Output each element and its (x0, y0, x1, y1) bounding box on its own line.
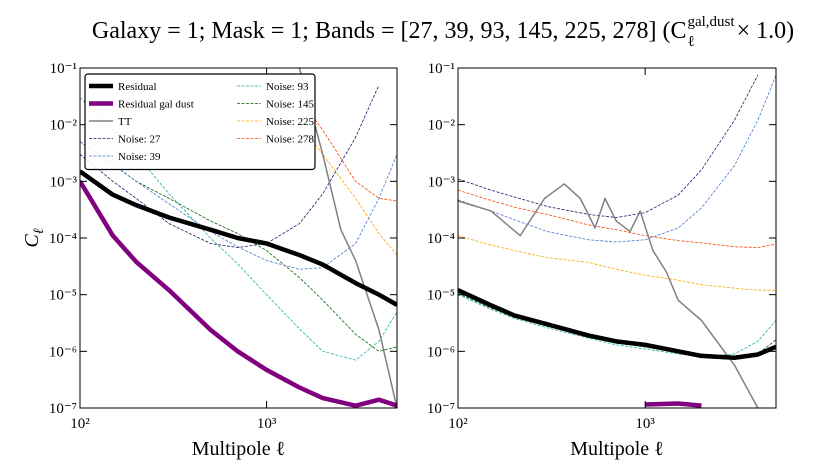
legend-label: Noise: 27 (118, 134, 161, 146)
y-tick-label: 10⁻² (428, 118, 456, 134)
y-axis-label-subscript: ℓ (32, 228, 47, 234)
series-line (458, 293, 776, 358)
y-tick-label: 10⁻⁶ (427, 344, 455, 360)
legend-label: Noise: 278 (266, 134, 314, 146)
y-tick-label: 10⁻⁵ (427, 288, 455, 304)
series-line (458, 74, 776, 243)
legend-label: TT (118, 116, 132, 128)
series-line (458, 235, 776, 291)
series-line (299, 97, 397, 202)
plot-area (458, 74, 776, 408)
x-axis-label: Multipole ℓ (192, 438, 285, 460)
series-line (458, 74, 759, 218)
series-line (458, 189, 776, 248)
y-tick-label: 10⁻¹ (50, 61, 77, 77)
series-line (458, 294, 776, 358)
y-tick-label: 10⁻³ (428, 174, 456, 190)
y-tick-label: 10⁻⁶ (49, 344, 77, 360)
legend-box (84, 73, 316, 171)
title-suffix: × 1.0) (737, 18, 795, 44)
title: Galaxy = 1; Mask = 1; Bands = [27, 39, 9… (92, 18, 687, 44)
y-tick-label: 10⁻⁷ (49, 401, 77, 417)
y-tick-label: 10⁻⁴ (49, 231, 77, 247)
x-tick-label: 10³ (257, 416, 277, 432)
title-superscript: gal,dust (687, 14, 735, 30)
plot-area (80, 68, 397, 408)
title-group: Galaxy = 1; Mask = 1; Bands = [27, 39, 9… (92, 14, 794, 50)
series-line (80, 84, 380, 248)
legend-label: Noise: 145 (266, 99, 314, 111)
y-tick-label: 10⁻⁷ (427, 401, 455, 417)
legend-label: Residual gal dust (118, 99, 194, 111)
x-axis-label: Multipole ℓ (570, 438, 663, 460)
title-subscript: ℓ (687, 34, 694, 50)
legend-label: Residual (118, 81, 157, 93)
x-tick-label: 10² (70, 416, 90, 432)
y-axis-label-main: C (21, 234, 43, 248)
y-tick-label: 10⁻¹ (428, 61, 455, 77)
legend-label: Noise: 225 (266, 116, 314, 128)
y-tick-label: 10⁻⁴ (427, 231, 455, 247)
series-line (298, 68, 397, 408)
y-tick-label: 10⁻³ (50, 174, 78, 190)
series-line (645, 401, 702, 408)
series-line (458, 288, 776, 361)
series-line (458, 183, 759, 408)
legend-label: Noise: 93 (266, 81, 309, 93)
y-tick-label: 10⁻⁵ (49, 288, 77, 304)
x-tick-label: 10³ (635, 416, 655, 432)
legend-label: Noise: 39 (118, 151, 161, 163)
x-tick-label: 10² (448, 416, 468, 432)
y-tick-label: 10⁻² (50, 118, 78, 134)
y-axis-label: Cℓ (21, 228, 47, 247)
series-line (80, 180, 397, 408)
series-line (80, 169, 397, 307)
series-line (80, 141, 397, 270)
